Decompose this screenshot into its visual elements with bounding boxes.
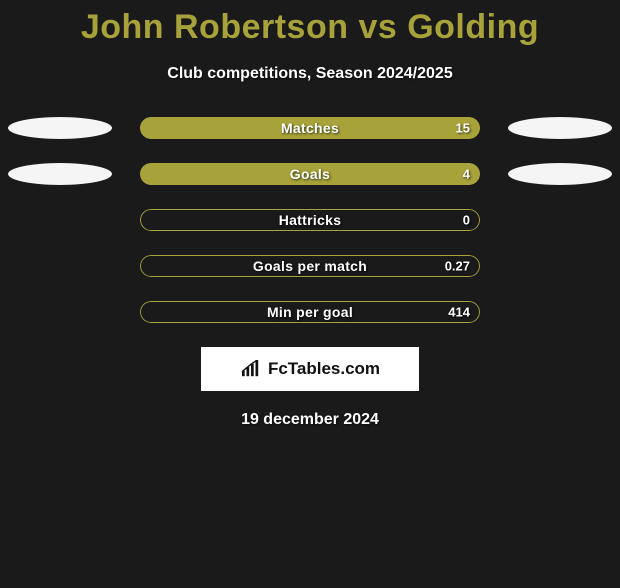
chart-row: Matches 15 — [0, 117, 620, 139]
bar-value: 4 — [463, 167, 470, 182]
chart-row: Goals 4 — [0, 163, 620, 185]
stat-bar: Min per goal 414 — [140, 301, 480, 323]
bar-label: Matches — [140, 120, 480, 136]
stat-bar: Matches 15 — [140, 117, 480, 139]
right-ellipse-slot — [508, 209, 612, 231]
left-ellipse-slot — [8, 117, 112, 139]
bar-label: Hattricks — [140, 212, 480, 228]
right-ellipse-slot — [508, 163, 612, 185]
page-title: John Robertson vs Golding — [0, 8, 620, 47]
brand-badge: FcTables.com — [201, 347, 419, 391]
stat-bar: Hattricks 0 — [140, 209, 480, 231]
left-ellipse-slot — [8, 163, 112, 185]
left-ellipse-slot — [8, 255, 112, 277]
subtitle: Club competitions, Season 2024/2025 — [0, 65, 620, 83]
bar-value: 414 — [448, 305, 470, 320]
date-label: 19 december 2024 — [0, 411, 620, 429]
right-ellipse-slot — [508, 117, 612, 139]
left-ellipse-slot — [8, 209, 112, 231]
stat-bar: Goals per match 0.27 — [140, 255, 480, 277]
bar-value: 0.27 — [445, 259, 470, 274]
chart-row: Min per goal 414 — [0, 301, 620, 323]
chart-row: Hattricks 0 — [0, 209, 620, 231]
bar-label: Min per goal — [140, 304, 480, 320]
chart-icon — [240, 360, 262, 378]
stat-bar: Goals 4 — [140, 163, 480, 185]
left-ellipse-slot — [8, 301, 112, 323]
chart-row: Goals per match 0.27 — [0, 255, 620, 277]
right-ellipse-slot — [508, 301, 612, 323]
comparison-chart: Matches 15 Goals 4 Hattricks 0 — [0, 117, 620, 323]
bar-label: Goals — [140, 166, 480, 182]
bar-label: Goals per match — [140, 258, 480, 274]
bar-value: 15 — [456, 121, 470, 136]
brand-name: FcTables.com — [268, 359, 380, 379]
right-ellipse-slot — [508, 255, 612, 277]
bar-value: 0 — [463, 213, 470, 228]
